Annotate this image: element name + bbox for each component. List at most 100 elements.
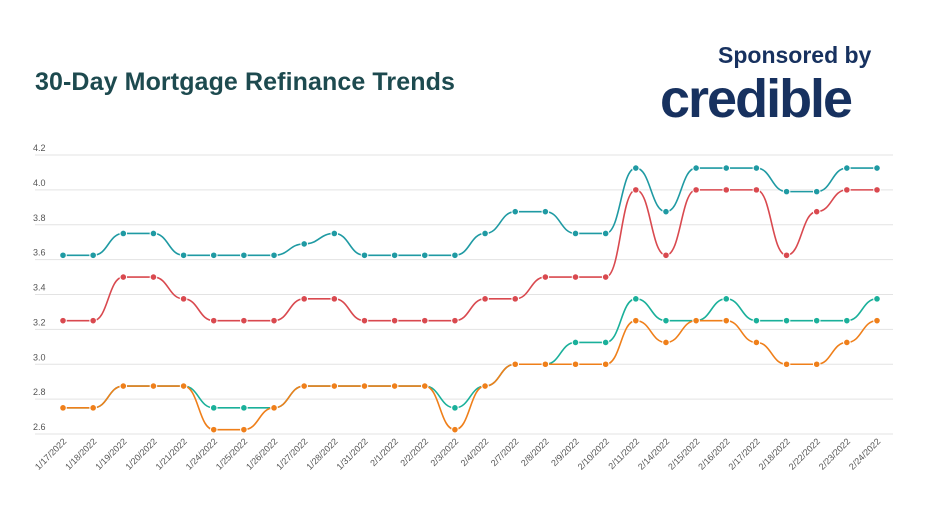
x-tick-label: 1/27/2022 [274,436,309,471]
x-tick-label: 1/26/2022 [244,436,279,471]
x-tick-label: 2/8/2022 [519,436,551,468]
credible-logo: credible [660,69,853,129]
data-point [119,273,128,281]
data-point [209,425,218,434]
data-point [541,273,550,281]
sponsor-label: Sponsored by [718,42,872,68]
data-point [632,186,640,194]
x-tick-label: 2/22/2022 [787,436,822,471]
data-point [59,404,67,412]
data-point [240,251,248,260]
data-point [149,273,158,281]
data-point [270,251,278,260]
data-point [330,382,339,390]
data-point [209,251,218,260]
data-point [782,360,791,369]
x-tick-label: 2/3/2022 [428,436,460,468]
series-line [63,319,878,431]
data-point [782,316,791,325]
data-point [179,251,188,260]
series-3 [59,316,881,434]
data-point [360,316,369,325]
x-tick-label: 1/28/2022 [304,436,339,471]
data-point [873,164,881,172]
data-point [451,404,459,412]
data-point [722,186,731,194]
data-point [752,164,761,172]
x-tick-label: 2/2/2022 [398,436,430,468]
y-tick-label: 2.8 [33,387,46,397]
x-tick-label: 1/20/2022 [123,436,158,471]
data-point [662,316,670,325]
data-point [149,229,158,238]
data-point [360,251,369,260]
y-axis: 2.6 2.8 3.0 3.2 3.4 3.6 3.8 4.0 4.2 [33,143,46,432]
x-tick-label: 2/16/2022 [696,436,731,471]
data-point [843,186,851,194]
x-axis: 1/17/20221/18/20221/19/20221/20/20221/21… [33,436,882,471]
data-point [59,251,67,260]
series-2 [59,295,881,412]
x-tick-label: 2/1/2022 [368,436,400,468]
x-tick-label: 2/10/2022 [576,436,611,471]
x-tick-label: 1/18/2022 [63,436,98,471]
data-point [632,164,640,172]
data-point [692,164,700,172]
data-point [511,295,520,303]
data-point [812,187,821,196]
data-point [782,251,791,260]
y-tick-label: 3.0 [33,352,46,362]
data-point [843,164,851,172]
x-tick-label: 1/25/2022 [214,436,249,471]
data-point [420,251,429,260]
y-tick-label: 3.2 [33,317,46,327]
data-point [420,316,429,325]
data-point [601,273,610,281]
data-point [722,295,731,303]
data-point [662,338,670,347]
data-point [873,186,881,194]
data-point [812,316,821,325]
data-point [451,316,459,325]
data-point [390,251,399,260]
data-point [722,316,731,325]
x-tick-label: 1/31/2022 [335,436,370,471]
series-0 [59,164,881,260]
data-point [601,338,610,347]
x-tick-label: 1/24/2022 [184,436,219,471]
data-point [270,404,278,412]
data-point [300,240,308,248]
y-tick-label: 3.4 [33,283,46,293]
data-point [812,207,821,216]
data-point [571,338,580,347]
data-point [843,338,851,347]
y-tick-label: 4.2 [33,143,46,153]
x-tick-label: 2/24/2022 [847,436,882,471]
data-point [632,295,640,303]
data-point [481,382,489,390]
data-point [843,316,851,325]
data-point [662,251,670,260]
gridlines [35,154,893,435]
data-point [451,425,459,434]
data-point [59,316,67,325]
data-point [601,360,610,369]
data-point [481,229,489,238]
data-point [752,316,761,325]
data-point [782,187,791,196]
x-tick-label: 2/23/2022 [817,436,852,471]
series-line [63,167,877,257]
y-tick-label: 4.0 [33,178,46,188]
data-point [541,207,550,216]
data-point [541,360,550,369]
x-tick-label: 2/17/2022 [726,436,761,471]
data-point [571,229,580,238]
data-point [300,295,308,303]
data-point [662,207,670,216]
data-point [89,316,97,325]
data-point [601,229,610,238]
data-point [89,404,97,412]
series-lines [59,164,881,434]
data-point [179,382,188,390]
y-tick-label: 3.6 [33,248,46,258]
